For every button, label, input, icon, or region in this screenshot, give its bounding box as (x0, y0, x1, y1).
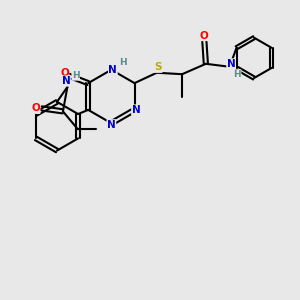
Text: O: O (31, 103, 40, 113)
Text: N: N (109, 65, 117, 75)
Text: O: O (200, 31, 209, 40)
Text: H: H (119, 58, 127, 67)
Text: N: N (132, 105, 140, 115)
Text: H: H (72, 71, 80, 80)
Text: H: H (233, 70, 241, 79)
Text: N: N (227, 59, 236, 69)
Text: O: O (60, 68, 69, 78)
Text: N: N (107, 120, 116, 130)
Text: S: S (154, 62, 162, 72)
Text: N: N (61, 76, 70, 86)
